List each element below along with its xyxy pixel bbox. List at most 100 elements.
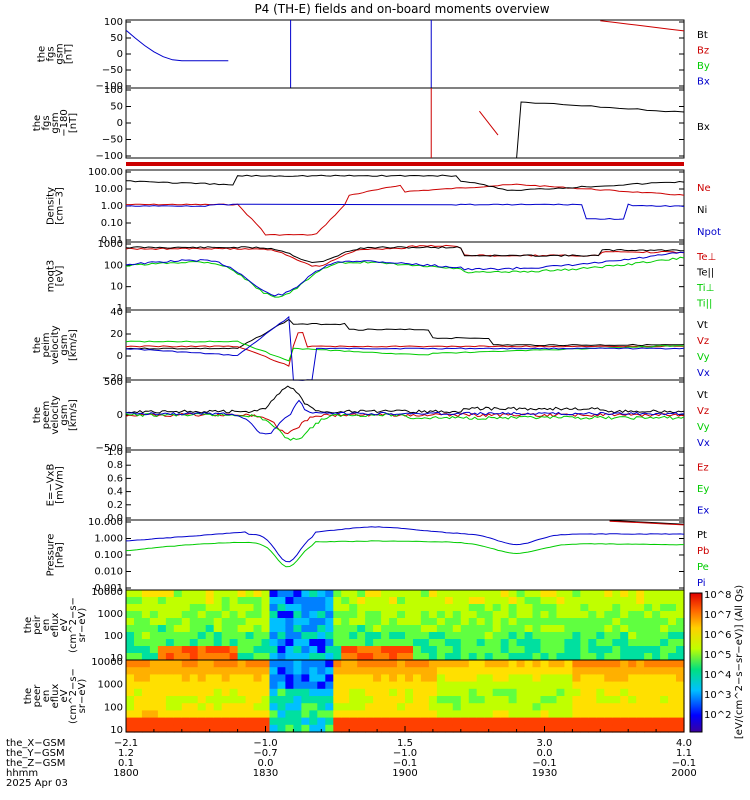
heatmap-cell bbox=[317, 667, 326, 675]
heatmap-cell bbox=[644, 674, 653, 683]
heatmap-cell bbox=[397, 639, 406, 647]
heatmap-cell bbox=[484, 688, 494, 697]
series-vt bbox=[125, 385, 685, 414]
heatmap-cell bbox=[309, 632, 318, 640]
heatmap-cell bbox=[269, 646, 279, 654]
heatmap-cell bbox=[572, 632, 581, 640]
heatmap-cell bbox=[205, 724, 215, 733]
heatmap-cell bbox=[277, 724, 287, 733]
heatmap-cell bbox=[644, 703, 653, 711]
heatmap-cell bbox=[660, 646, 669, 654]
heatmap-cell bbox=[620, 674, 629, 683]
heatmap-cell bbox=[126, 653, 135, 661]
heatmap-cell bbox=[357, 632, 366, 640]
heatmap-cell bbox=[317, 611, 326, 619]
heatmap-cell bbox=[620, 717, 629, 726]
heatmap-cell bbox=[500, 688, 510, 697]
heatmap-cell bbox=[261, 646, 271, 654]
heatmap-cell bbox=[668, 590, 677, 598]
heatmap-cell bbox=[468, 717, 478, 726]
heatmap-cell bbox=[373, 653, 382, 661]
heatmap-cell bbox=[245, 646, 255, 654]
heatmap-cell bbox=[476, 653, 486, 661]
heatmap-cell bbox=[134, 646, 143, 654]
heatmap-cell bbox=[564, 717, 573, 726]
figure-title: P4 (TH-E) fields and on-board moments ov… bbox=[254, 2, 549, 16]
heatmap-cell bbox=[261, 632, 271, 640]
heatmap-cell bbox=[189, 597, 199, 605]
heatmap-cell bbox=[317, 674, 326, 683]
x-axis-row-label: the_X−GSM bbox=[6, 738, 65, 749]
heatmap-cell bbox=[572, 604, 581, 612]
heatmap-cell bbox=[420, 625, 430, 633]
heatmap-cell bbox=[277, 646, 287, 654]
y-tick-label: 0.100 bbox=[94, 550, 123, 561]
heatmap-cell bbox=[134, 604, 143, 612]
heatmap-cell bbox=[596, 611, 605, 619]
heatmap-cell bbox=[460, 681, 470, 690]
y-tick-label: 10.00 bbox=[94, 184, 123, 195]
heatmap-cell bbox=[620, 597, 629, 605]
heatmap-cell bbox=[612, 703, 621, 711]
series-npot bbox=[125, 203, 685, 220]
heatmap-cell bbox=[484, 660, 494, 668]
heatmap-cell bbox=[341, 703, 350, 711]
heatmap-cell bbox=[126, 646, 135, 654]
heatmap-cell bbox=[524, 724, 534, 733]
heatmap-cell bbox=[245, 681, 255, 690]
heatmap-cell bbox=[261, 688, 271, 697]
heatmap-cell bbox=[141, 625, 151, 633]
heatmap-cell bbox=[229, 611, 239, 619]
legend-entry: Pi bbox=[697, 578, 706, 589]
heatmap-cell bbox=[405, 611, 414, 619]
heatmap-cell bbox=[628, 717, 637, 726]
heatmap-cell bbox=[269, 618, 279, 626]
y-axis-label: peer bbox=[32, 684, 43, 708]
series-pi bbox=[125, 526, 685, 563]
heatmap-cell bbox=[516, 717, 526, 726]
heatmap-cell bbox=[197, 667, 207, 675]
heatmap-cell bbox=[141, 597, 151, 605]
heatmap-cell bbox=[532, 703, 542, 711]
heatmap-cell bbox=[476, 667, 486, 675]
colorbar-tick-label: 10^3 bbox=[704, 690, 731, 701]
heatmap-cell bbox=[636, 681, 645, 690]
y-tick-label: −20 bbox=[102, 373, 123, 384]
heatmap-cell bbox=[293, 674, 302, 683]
heatmap-cell bbox=[588, 703, 597, 711]
heatmap-cell bbox=[349, 611, 358, 619]
heatmap-cell bbox=[317, 688, 326, 697]
heatmap-cell bbox=[301, 681, 310, 690]
heatmap-cell bbox=[221, 674, 231, 683]
heatmap-cell bbox=[317, 681, 326, 690]
heatmap-cell bbox=[548, 618, 558, 626]
heatmap-cell bbox=[134, 667, 143, 675]
heatmap-cell bbox=[588, 639, 597, 647]
heatmap-cell bbox=[126, 604, 135, 612]
heatmap-cell bbox=[413, 660, 422, 668]
heatmap-cell bbox=[221, 710, 231, 719]
heatmap-cell bbox=[548, 604, 558, 612]
heatmap-cell bbox=[149, 625, 159, 633]
legend-entry: Pe bbox=[697, 562, 709, 573]
heatmap-cell bbox=[293, 597, 302, 605]
heatmap-cell bbox=[126, 724, 135, 733]
heatmap-cell bbox=[221, 611, 231, 619]
heatmap-cell bbox=[484, 703, 494, 711]
heatmap-cell bbox=[476, 696, 486, 704]
heatmap-cell bbox=[532, 639, 542, 647]
heatmap-cell bbox=[476, 632, 486, 640]
heatmap-cell bbox=[373, 717, 382, 726]
y-tick-label: 0.8 bbox=[107, 460, 123, 471]
heatmap-cell bbox=[134, 681, 143, 690]
heatmap-cell bbox=[389, 653, 398, 661]
heatmap-cell bbox=[532, 646, 542, 654]
legend-entry: Vx bbox=[697, 368, 710, 379]
heatmap-cell bbox=[173, 710, 183, 719]
heatmap-cell bbox=[173, 590, 183, 598]
heatmap-cell bbox=[508, 625, 518, 633]
heatmap-cell bbox=[277, 681, 287, 690]
heatmap-cell bbox=[245, 660, 255, 668]
colorbar: 10^810^710^610^510^410^310^2 [eV/(cm^2−s−… bbox=[689, 585, 745, 739]
heatmap-cell bbox=[365, 632, 374, 640]
